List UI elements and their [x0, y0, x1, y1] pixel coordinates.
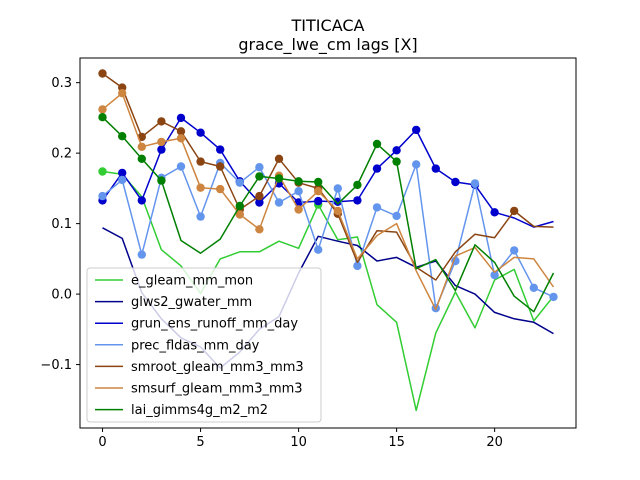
- data-point-grun_ens_runoff_mm_day-11: [314, 196, 323, 206]
- data-point-smsurf_gleam_mm3_mm3-6: [216, 184, 225, 194]
- data-point-lai_gimms4g_m2_m2-15: [392, 157, 401, 166]
- data-point-smsurf_gleam_mm3_mm3-12: [333, 206, 342, 216]
- data-point-prec_fldas_mm_day-14: [372, 203, 382, 212]
- x-tick-label: 20: [486, 435, 503, 450]
- y-tick-label: 0.3: [51, 76, 72, 91]
- data-point-prec_fldas_mm_day-15: [392, 211, 401, 221]
- data-point-grun_ens_runoff_mm_day-2: [137, 196, 146, 205]
- data-point-lai_gimms4g_m2_m2-3: [157, 176, 166, 185]
- y-axis: −0.1 0.0 0.1 0.2 0.3: [40, 76, 80, 373]
- legend-label-smroot_gleam_mm3_mm3: smroot_gleam_mm3_mm3: [131, 360, 304, 375]
- data-point-prec_fldas_mm_day-12: [333, 184, 342, 193]
- data-point-prec_fldas_mm_day-21: [510, 246, 519, 255]
- data-point-prec_fldas_mm_day-10: [294, 187, 303, 196]
- data-point-prec_fldas_mm_day-8: [255, 163, 264, 172]
- legend: e_gleam_mm_mon glws2_gwater_mm grun_ens_ru…: [86, 267, 322, 423]
- data-point-lai_gimms4g_m2_m2-11: [314, 177, 323, 187]
- chart-title: TITICACA: [291, 16, 365, 35]
- data-point-smsurf_gleam_mm3_mm3-3: [157, 137, 166, 147]
- data-point-grun_ens_runoff_mm_day-5: [196, 128, 205, 137]
- data-point-smroot_gleam_mm3_mm3-9: [274, 154, 284, 163]
- data-point-grun_ens_runoff_mm_day-3: [157, 145, 166, 154]
- data-point-prec_fldas_mm_day-23: [549, 292, 558, 302]
- data-point-smsurf_gleam_mm3_mm3-10: [294, 205, 303, 214]
- data-point-smsurf_gleam_mm3_mm3-5: [196, 183, 205, 192]
- data-point-grun_ens_runoff_mm_day-15: [392, 146, 401, 155]
- data-point-lai_gimms4g_m2_m2-0: [98, 113, 107, 122]
- data-point-prec_fldas_mm_day-13: [353, 261, 362, 271]
- data-point-prec_fldas_mm_day-22: [529, 283, 538, 292]
- data-point-smroot_gleam_mm3_mm3-21: [510, 206, 519, 216]
- data-point-grun_ens_runoff_mm_day-1: [118, 168, 127, 178]
- data-point-prec_fldas_mm_day-0: [98, 191, 107, 201]
- data-point-prec_fldas_mm_day-5: [196, 212, 205, 221]
- data-point-smsurf_gleam_mm3_mm3-7: [235, 210, 244, 219]
- series-line-lai_gimms4g_m2_m2: [101, 116, 555, 313]
- series-lai_gimms4g_m2_m2: [98, 113, 555, 313]
- data-point-lai_gimms4g_m2_m2-10: [294, 177, 303, 186]
- data-point-prec_fldas_mm_day-9: [274, 198, 284, 207]
- data-point-smsurf_gleam_mm3_mm3-4: [176, 134, 186, 143]
- data-point-lai_gimms4g_m2_m2-9: [274, 174, 284, 183]
- data-point-smroot_gleam_mm3_mm3-3: [157, 117, 166, 126]
- legend-label-e_gleam_mm_mon: e_gleam_mm_mon: [131, 274, 253, 289]
- data-point-smroot_gleam_mm3_mm3-0: [98, 69, 107, 78]
- data-point-smsurf_gleam_mm3_mm3-8: [255, 225, 264, 234]
- plot-frame: [79, 57, 577, 429]
- data-point-lai_gimms4g_m2_m2-13: [353, 180, 362, 190]
- data-point-prec_fldas_mm_day-16: [412, 160, 421, 169]
- chart-subtitle: grace_lwe_cm lags [X]: [238, 35, 417, 55]
- data-point-grun_ens_runoff_mm_day-4: [176, 113, 186, 123]
- data-point-smroot_gleam_mm3_mm3-5: [196, 157, 205, 166]
- data-point-smsurf_gleam_mm3_mm3-2: [137, 142, 146, 151]
- legend-box: [86, 267, 322, 423]
- data-point-smroot_gleam_mm3_mm3-4: [176, 127, 186, 136]
- data-point-e_gleam_mm_mon-0: [98, 167, 107, 176]
- series-smsurf_gleam_mm3_mm3: [98, 89, 555, 311]
- data-point-smroot_gleam_mm3_mm3-6: [216, 162, 225, 171]
- x-tick-label: 5: [196, 435, 204, 450]
- data-point-smsurf_gleam_mm3_mm3-11: [314, 187, 323, 196]
- data-point-grun_ens_runoff_mm_day-13: [353, 196, 362, 205]
- x-tick-label: 15: [388, 435, 405, 450]
- data-point-prec_fldas_mm_day-11: [314, 245, 323, 254]
- x-tick-label: 0: [98, 435, 106, 450]
- data-point-grun_ens_runoff_mm_day-16: [412, 125, 421, 135]
- data-point-smroot_gleam_mm3_mm3-8: [255, 191, 264, 201]
- legend-label-grun_ens_runoff_mm_day: grun_ens_runoff_mm_day: [131, 317, 298, 332]
- legend-label-lai_gimms4g_m2_m2: lai_gimms4g_m2_m2: [131, 403, 268, 418]
- data-point-lai_gimms4g_m2_m2-2: [137, 154, 146, 163]
- data-point-grun_ens_runoff_mm_day-17: [431, 164, 440, 173]
- data-point-lai_gimms4g_m2_m2-8: [255, 172, 264, 181]
- data-point-lai_gimms4g_m2_m2-14: [372, 139, 382, 149]
- data-point-grun_ens_runoff_mm_day-18: [451, 177, 460, 187]
- data-point-smsurf_gleam_mm3_mm3-1: [118, 89, 127, 98]
- data-point-prec_fldas_mm_day-4: [176, 162, 186, 171]
- y-tick-label: 0.2: [51, 147, 72, 162]
- data-point-grun_ens_runoff_mm_day-6: [216, 145, 225, 154]
- data-point-lai_gimms4g_m2_m2-1: [118, 132, 127, 141]
- data-point-grun_ens_runoff_mm_day-20: [490, 208, 499, 217]
- legend-label-smsurf_gleam_mm3_mm3: smsurf_gleam_mm3_mm3: [131, 382, 303, 397]
- data-point-prec_fldas_mm_day-19: [470, 179, 480, 188]
- y-tick-label: −0.1: [40, 358, 72, 373]
- legend-label-glws2_gwater_mm: glws2_gwater_mm: [131, 295, 252, 310]
- data-point-grun_ens_runoff_mm_day-14: [372, 164, 382, 173]
- data-point-grun_ens_runoff_mm_day-8: [255, 198, 264, 207]
- y-tick-label: 0.1: [51, 217, 72, 232]
- x-tick-label: 10: [290, 435, 307, 450]
- plot-area: [98, 69, 558, 412]
- series-line-e_gleam_mm_mon: [102, 170, 555, 412]
- data-point-prec_fldas_mm_day-2: [137, 250, 146, 259]
- x-axis: 0 5 10 15 20: [98, 428, 503, 450]
- data-point-prec_fldas_mm_day-20: [490, 270, 499, 280]
- legend-label-prec_fldas_mm_day: prec_fldas_mm_day: [131, 338, 260, 353]
- data-point-smsurf_gleam_mm3_mm3-0: [98, 105, 107, 114]
- data-point-prec_fldas_mm_day-1: [118, 175, 127, 185]
- data-point-prec_fldas_mm_day-7: [235, 178, 244, 187]
- data-point-lai_gimms4g_m2_m2-7: [235, 201, 244, 211]
- y-tick-label: 0.0: [51, 288, 72, 303]
